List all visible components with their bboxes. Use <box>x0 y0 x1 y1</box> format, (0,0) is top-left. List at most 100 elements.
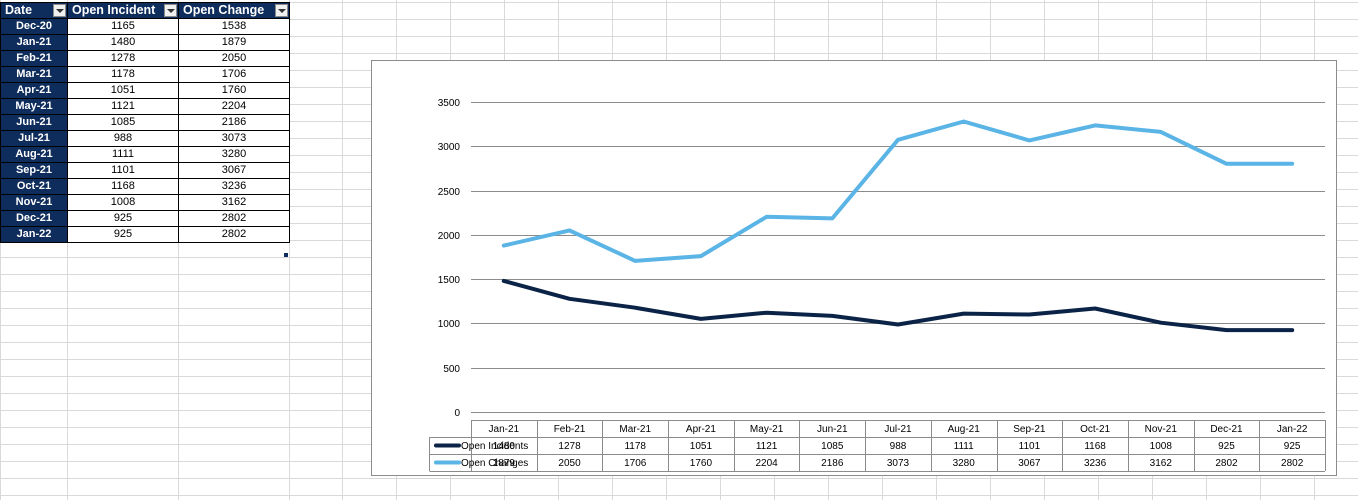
change-cell[interactable]: 3162 <box>178 194 290 211</box>
legend-entry: Open Changes <box>461 458 528 469</box>
legend-entry: Open Incidents <box>461 441 528 452</box>
x-category-label: Jan-21 <box>489 424 520 435</box>
table-row: Jun-21 1085 2186 <box>0 114 290 131</box>
incident-cell[interactable]: 1085 <box>67 114 179 131</box>
table-row: Feb-21 1278 2050 <box>0 50 290 67</box>
incident-cell[interactable]: 1165 <box>67 18 179 35</box>
date-cell[interactable]: Jul-21 <box>0 130 68 147</box>
x-category-label: May-21 <box>750 424 784 435</box>
date-cell[interactable]: May-21 <box>0 98 68 115</box>
incident-cell[interactable]: 1101 <box>67 162 179 179</box>
filter-dropdown-icon[interactable] <box>164 4 177 17</box>
table-resize-handle[interactable] <box>284 253 288 257</box>
incident-cell[interactable]: 988 <box>67 130 179 147</box>
line-chart[interactable]: 0 500 1000 1500 2000 2500 3000 3500 Jan-21 Feb-21… <box>371 60 1337 476</box>
change-cell[interactable]: 1879 <box>178 34 290 51</box>
data-table: Date Open Incident Open Change Dec-20 116… <box>0 2 290 243</box>
date-cell[interactable]: Jan-21 <box>0 34 68 51</box>
header-open-incident-label: Open Incident <box>72 3 156 17</box>
data-table-value: 925 <box>1284 441 1301 452</box>
incident-cell[interactable]: 1051 <box>67 82 179 99</box>
change-cell[interactable]: 3280 <box>178 146 290 163</box>
data-table-value: 1111 <box>954 441 974 452</box>
y-tick-label: 500 <box>443 364 460 375</box>
incident-cell[interactable]: 1111 <box>67 146 179 163</box>
data-table-value: 1051 <box>690 441 713 452</box>
data-table-value: 2186 <box>821 458 844 469</box>
table-row: Jan-21 1480 1879 <box>0 34 290 51</box>
header-row: Date Open Incident Open Change <box>0 2 290 19</box>
date-cell[interactable]: Aug-21 <box>0 146 68 163</box>
header-open-change: Open Change <box>178 2 290 19</box>
table-row: Jan-22 925 2802 <box>0 226 290 243</box>
change-cell[interactable]: 2204 <box>178 98 290 115</box>
table-row: Dec-21 925 2802 <box>0 210 290 227</box>
incident-cell[interactable]: 1480 <box>67 34 179 51</box>
series-line-open-incidents <box>501 278 1295 333</box>
incident-cell[interactable]: 925 <box>67 210 179 227</box>
data-table-value: 1278 <box>558 441 581 452</box>
change-cell[interactable]: 2802 <box>178 226 290 243</box>
x-category-label: Apr-21 <box>686 424 716 435</box>
header-date: Date <box>0 2 68 19</box>
date-cell[interactable]: Feb-21 <box>0 50 68 67</box>
change-cell[interactable]: 3073 <box>178 130 290 147</box>
change-cell[interactable]: 1760 <box>178 82 290 99</box>
date-cell[interactable]: Nov-21 <box>0 194 68 211</box>
change-cell[interactable]: 2186 <box>178 114 290 131</box>
table-row: Jul-21 988 3073 <box>0 130 290 147</box>
incident-cell[interactable]: 1168 <box>67 178 179 195</box>
table-row: Oct-21 1168 3236 <box>0 178 290 195</box>
date-cell[interactable]: Apr-21 <box>0 82 68 99</box>
y-tick-label: 1000 <box>438 319 461 330</box>
data-table-value: 2204 <box>755 458 778 469</box>
date-cell[interactable]: Oct-21 <box>0 178 68 195</box>
table-row: May-21 1121 2204 <box>0 98 290 115</box>
x-category-label: Mar-21 <box>619 424 651 435</box>
x-category-label: Feb-21 <box>554 424 586 435</box>
data-table-value: 988 <box>890 441 907 452</box>
table-row: Nov-21 1008 3162 <box>0 194 290 211</box>
x-category-label: Jul-21 <box>884 424 912 435</box>
data-table-value: 2050 <box>558 458 581 469</box>
y-tick-label: 0 <box>454 408 460 419</box>
incident-cell[interactable]: 1121 <box>67 98 179 115</box>
data-table-value: 2802 <box>1215 458 1238 469</box>
incident-cell[interactable]: 1278 <box>67 50 179 67</box>
data-table-value: 3067 <box>1018 458 1041 469</box>
change-cell[interactable]: 1538 <box>178 18 290 35</box>
data-table-value: 1008 <box>1150 441 1173 452</box>
table-row: Sep-21 1101 3067 <box>0 162 290 179</box>
y-tick-label: 2500 <box>438 187 461 198</box>
filter-dropdown-icon[interactable] <box>275 4 288 17</box>
change-cell[interactable]: 2050 <box>178 50 290 67</box>
data-table-value: 1168 <box>1084 441 1106 452</box>
date-cell[interactable]: Dec-21 <box>0 210 68 227</box>
date-cell[interactable]: Jun-21 <box>0 114 68 131</box>
filter-dropdown-icon[interactable] <box>53 4 66 17</box>
data-table-value: 1480 <box>493 441 516 452</box>
data-table-value: 3162 <box>1150 458 1173 469</box>
date-cell[interactable]: Jan-22 <box>0 226 68 243</box>
data-table-value: 1178 <box>624 441 646 452</box>
change-cell[interactable]: 3236 <box>178 178 290 195</box>
incident-cell[interactable]: 1178 <box>67 66 179 83</box>
data-table-value: 2802 <box>1281 458 1304 469</box>
data-table-value: 1760 <box>690 458 713 469</box>
change-cell[interactable]: 3067 <box>178 162 290 179</box>
change-cell[interactable]: 2802 <box>178 210 290 227</box>
change-cell[interactable]: 1706 <box>178 66 290 83</box>
chart-canvas: 0 500 1000 1500 2000 2500 3000 3500 Jan-21 Feb-21… <box>429 98 1326 472</box>
x-category-label: Jun-21 <box>817 424 848 435</box>
date-cell[interactable]: Sep-21 <box>0 162 68 179</box>
x-category-label: Aug-21 <box>948 424 981 435</box>
table-row: Apr-21 1051 1760 <box>0 82 290 99</box>
incident-cell[interactable]: 1008 <box>67 194 179 211</box>
incident-cell[interactable]: 925 <box>67 226 179 243</box>
header-date-label: Date <box>5 3 33 17</box>
date-cell[interactable]: Mar-21 <box>0 66 68 83</box>
y-tick-label: 3500 <box>438 98 461 109</box>
y-tick-label: 2000 <box>438 231 461 242</box>
date-cell[interactable]: Dec-20 <box>0 18 68 35</box>
x-category-label: Dec-21 <box>1210 424 1243 435</box>
